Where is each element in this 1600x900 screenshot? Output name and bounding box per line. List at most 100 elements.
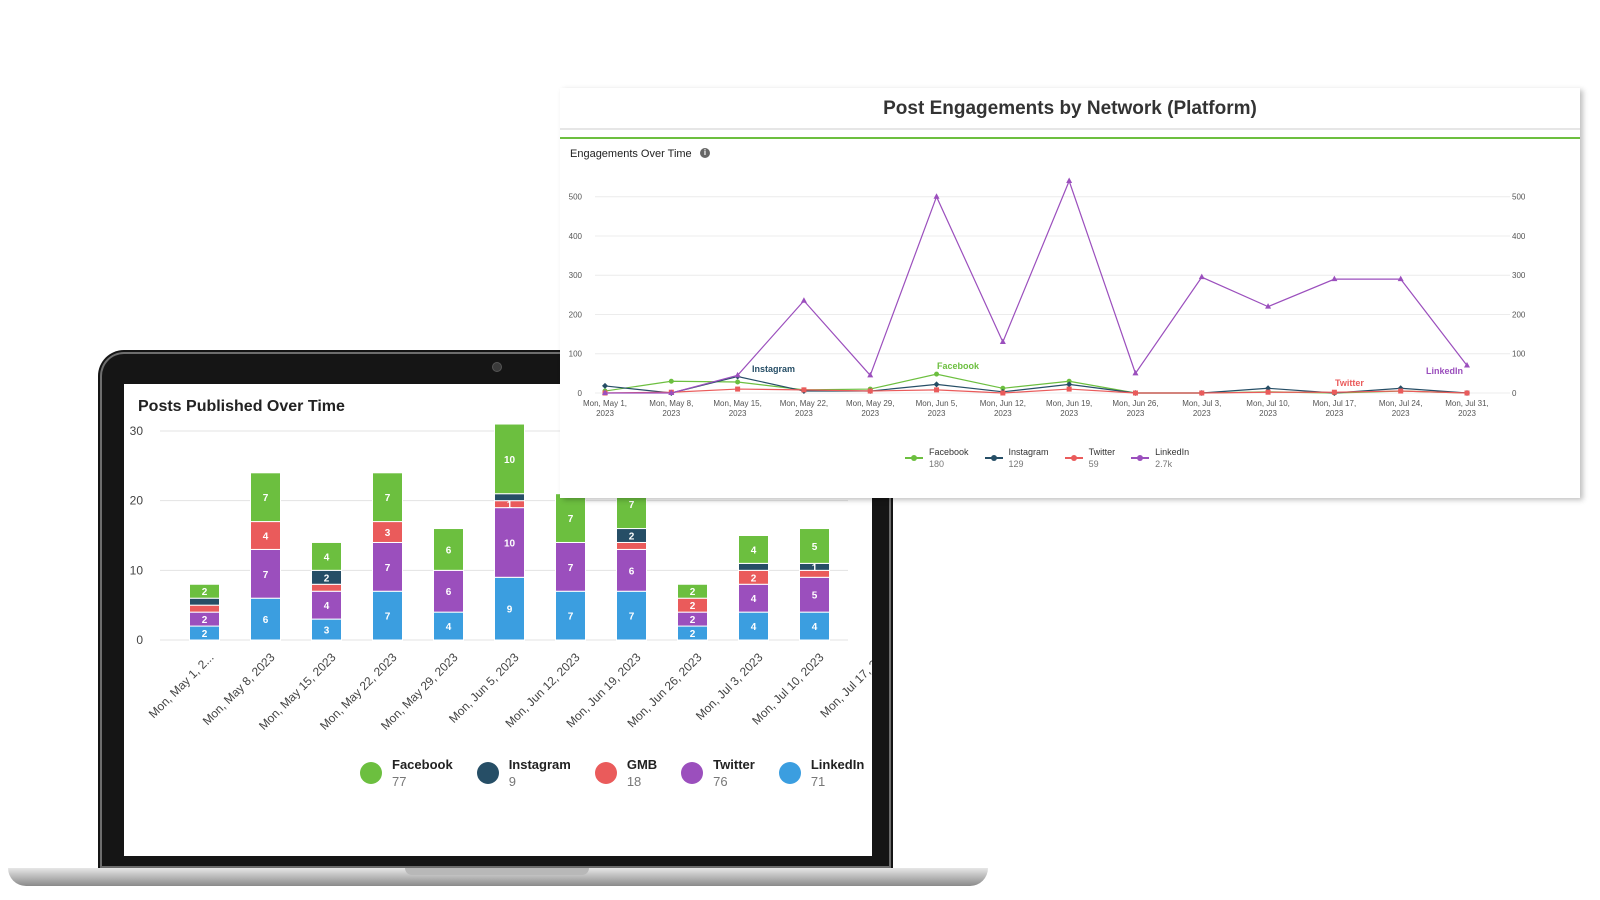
x-tick-label: Mon, Jul 17, 2023 <box>1313 399 1357 418</box>
bar-data-label: 4 <box>263 532 269 543</box>
bar-segment <box>311 590 342 620</box>
data-point <box>1132 369 1139 376</box>
legend-series-total: 77 <box>392 774 407 789</box>
legend-swatch <box>594 762 617 784</box>
legend-item[interactable]: Instagram 129 <box>984 446 1049 470</box>
posts-chart-title: Posts Published Over Time <box>138 398 345 415</box>
bar-segment <box>494 493 525 502</box>
y-tick-label-right: 200 <box>1512 310 1526 319</box>
bar-data-label: 1 <box>812 563 818 574</box>
data-point <box>1132 390 1138 396</box>
bar-segment <box>555 493 586 543</box>
legend-marker <box>905 452 923 464</box>
bar-segment <box>738 562 769 571</box>
y-tick-label: 100 <box>569 350 583 359</box>
bar-data-label: 2 <box>690 615 696 626</box>
legend-series-name: Facebook <box>392 757 453 772</box>
x-tick-label: Mon, Jun 19, 2023 <box>1046 399 1092 418</box>
bar-data-label: 9 <box>507 605 513 616</box>
legend-marker <box>1064 452 1083 464</box>
legend-item[interactable]: Twitter 59 <box>1064 446 1116 470</box>
x-tick-label: Mon, May 29, 2023 <box>846 399 894 418</box>
bar-data-label: 4 <box>446 622 452 633</box>
bar-data-label: 4 <box>324 552 330 563</box>
info-icon[interactable]: i <box>700 148 710 158</box>
y-tick-label: 400 <box>569 232 583 241</box>
bar-data-label: 2 <box>202 629 208 640</box>
data-point <box>999 338 1006 344</box>
data-point <box>1066 381 1073 388</box>
legend-series-name: Instagram <box>508 757 571 772</box>
data-point <box>801 387 807 393</box>
data-point <box>1397 275 1404 282</box>
legend-series-total: 180 <box>929 459 945 469</box>
legend-series-total: 9 <box>508 774 516 789</box>
legend-series-name: Instagram <box>1008 447 1049 457</box>
data-point <box>1066 386 1072 392</box>
legend-item[interactable]: Facebook 180 <box>905 446 969 470</box>
bar-segment <box>799 528 830 564</box>
data-point <box>734 371 741 378</box>
laptop-hinge <box>405 868 589 875</box>
y-tick-label: 30 <box>130 424 144 438</box>
bar-data-label: 7 <box>629 500 635 511</box>
bar-data-label: 4 <box>324 601 330 612</box>
series-annotation: Facebook <box>937 361 980 371</box>
data-point <box>933 381 940 388</box>
legend-series-name: LinkedIn <box>1155 447 1190 457</box>
bar-data-label: 2 <box>324 573 330 584</box>
data-point <box>735 379 741 385</box>
bar-segment <box>311 541 342 571</box>
bar-segment <box>372 472 403 523</box>
laptop-base <box>8 868 988 886</box>
y-tick-label: 10 <box>130 563 144 577</box>
bar-data-label: 6 <box>263 615 269 626</box>
x-tick-label: Mon, May 1, 2... <box>146 650 217 721</box>
data-point <box>933 193 940 199</box>
bar-segment <box>250 597 281 641</box>
bar-segment <box>616 541 647 550</box>
data-point <box>602 389 608 395</box>
legend-item[interactable]: LinkedIn 2.7k <box>1131 446 1189 470</box>
legend-series-total: 2.7k <box>1155 459 1173 469</box>
data-point <box>934 387 940 393</box>
legend-item[interactable]: GMB 18 <box>594 756 657 790</box>
legend-marker <box>984 452 1003 464</box>
bar-segment <box>433 528 464 571</box>
bar-data-label: 2 <box>751 573 757 584</box>
bar-data-label: 6 <box>629 566 635 577</box>
bar-data-label: 3 <box>385 528 391 539</box>
y-tick-label: 0 <box>578 389 583 398</box>
legend-series-name: Twitter <box>1088 447 1116 457</box>
x-tick-label: Mon, Jun 5, 2023 <box>916 399 958 418</box>
legend-series-total: 76 <box>713 774 728 789</box>
data-point <box>1198 273 1205 280</box>
data-point <box>668 378 674 384</box>
bar-data-label: 4 <box>751 545 757 556</box>
bar-segment <box>494 423 525 495</box>
x-tick-label: Mon, Jun 26, 2023 <box>1112 399 1158 418</box>
legend-item[interactable]: Facebook 77 <box>360 756 453 790</box>
bar-data-label: 2 <box>629 532 635 543</box>
x-tick-label: Mon, Jul 3, 2023 <box>1182 399 1221 418</box>
bar-data-label: 1 <box>507 500 513 511</box>
bar-data-label: 7 <box>568 612 574 623</box>
bar-segment <box>494 576 525 641</box>
data-point <box>1265 303 1272 309</box>
data-point <box>735 386 741 392</box>
y-tick-label-right: 100 <box>1512 350 1526 359</box>
legend-item[interactable]: LinkedIn 71 <box>778 756 864 790</box>
x-tick-label: Mon, May 8, 2023 <box>649 399 693 418</box>
bar-segment <box>616 548 647 592</box>
legend-marker <box>1131 452 1150 464</box>
data-point <box>1000 390 1006 396</box>
data-point <box>1199 390 1205 396</box>
legend-item[interactable]: Twitter 76 <box>681 756 755 790</box>
data-point <box>867 371 874 378</box>
data-point <box>1265 389 1271 395</box>
data-point <box>934 371 940 377</box>
legend-item[interactable]: Instagram 9 <box>476 756 571 790</box>
bar-segment <box>250 472 281 523</box>
posts-legend: Facebook 77 Instagram 9 GMB 18 Twitter 76 Linked… <box>360 756 864 790</box>
